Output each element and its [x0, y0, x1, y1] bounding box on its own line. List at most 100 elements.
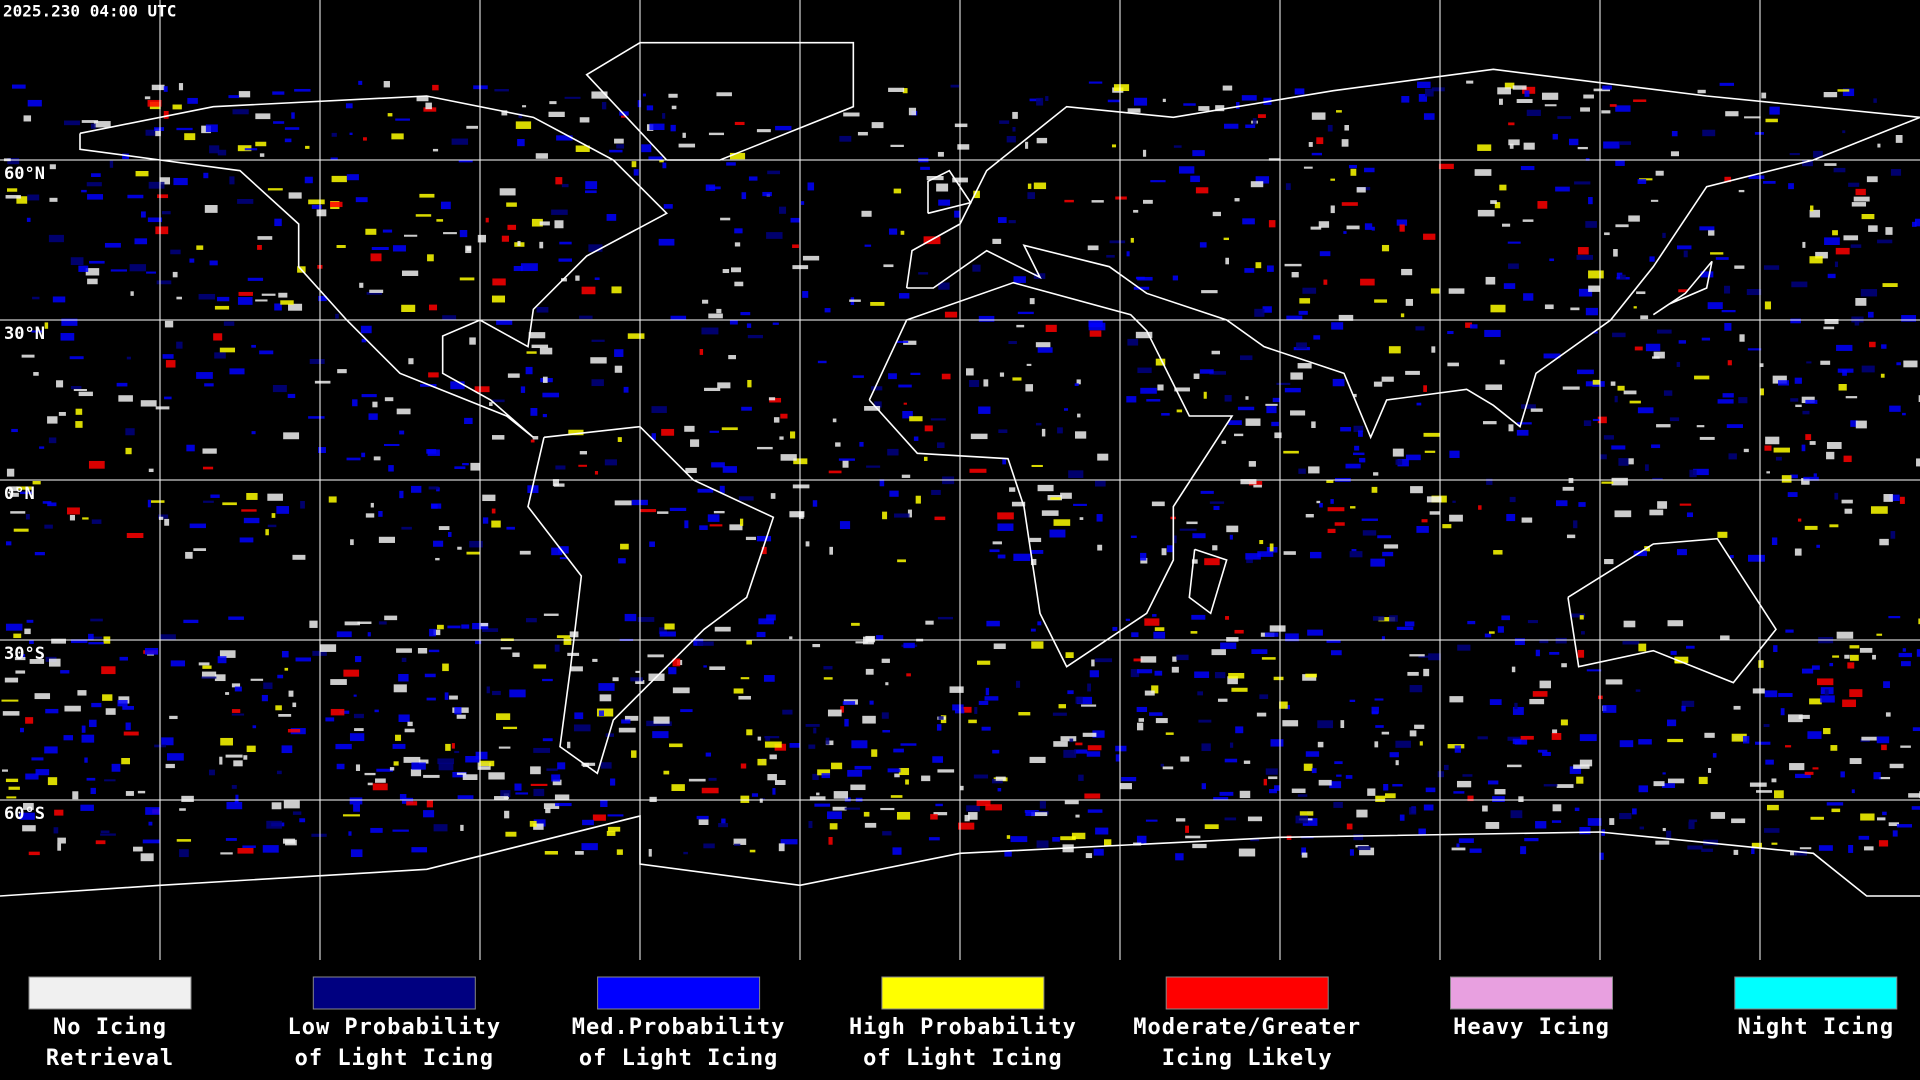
icing-pixel: [1362, 530, 1377, 536]
icing-pixel: [308, 199, 325, 205]
icing-pixel: [331, 175, 347, 183]
coastlines: [0, 41, 1920, 897]
icing-pixel: [47, 416, 58, 424]
icing-pixel: [1036, 137, 1048, 144]
icing-pixel: [1826, 442, 1842, 449]
icing-pixel: [539, 347, 553, 355]
icing-pixel: [86, 777, 96, 781]
icing-pixel: [88, 642, 104, 645]
icing-pixel: [1385, 793, 1396, 799]
icing-pixel: [1889, 763, 1904, 769]
icing-pixel: [5, 195, 21, 199]
icing-pixel: [1423, 804, 1434, 811]
icing-pixel: [882, 511, 888, 520]
icing-pixel: [1417, 81, 1431, 88]
icing-pixel: [69, 356, 84, 360]
icing-pixel: [1469, 848, 1482, 853]
icing-pixel: [1746, 289, 1762, 296]
icing-pixel: [1190, 631, 1198, 634]
icing-pixel: [1881, 744, 1887, 751]
icing-pixel: [1653, 351, 1665, 359]
icing-pixel: [515, 121, 532, 129]
icing-pixel: [1346, 823, 1353, 830]
icing-pixel: [1423, 668, 1430, 677]
icing-pixel: [1903, 360, 1918, 368]
icing-pixel: [1353, 425, 1364, 433]
icing-pixel: [1578, 502, 1586, 507]
icing-pixel: [851, 740, 868, 749]
icing-pixel: [1431, 87, 1445, 92]
icing-pixel: [88, 636, 103, 639]
icing-pixel: [1601, 481, 1614, 484]
icing-pixel: [568, 429, 584, 436]
icing-pixel: [1225, 616, 1230, 620]
icing-pixel: [1764, 828, 1780, 833]
icing-pixel: [1791, 281, 1808, 288]
icing-pixel: [985, 687, 990, 696]
icing-pixel: [1316, 137, 1324, 145]
icing-pixel: [330, 157, 338, 161]
icing-pixel: [978, 315, 995, 322]
icing-pixel: [1704, 732, 1715, 738]
icing-pixel: [1579, 826, 1591, 835]
labels: 60°N30°N0°N30°S60°S: [4, 164, 45, 824]
icing-pixel: [1006, 136, 1016, 143]
icing-pixel: [349, 797, 363, 805]
icing-pixel: [554, 220, 564, 229]
icing-pixel: [1882, 283, 1898, 288]
icing-pixel: [1075, 742, 1083, 746]
icing-pixel: [292, 702, 297, 708]
icing-pixel: [1401, 96, 1410, 103]
icing-pixel: [981, 726, 991, 731]
icing-pixel: [1381, 636, 1385, 641]
icing-pixel: [32, 296, 40, 300]
icing-pixel: [1008, 341, 1017, 345]
icing-pixel: [823, 666, 833, 670]
icing-pixel: [747, 334, 763, 339]
icing-pixel: [592, 658, 598, 662]
icing-pixel: [1650, 199, 1659, 202]
icing-pixel: [876, 635, 884, 641]
icing-pixel: [1487, 780, 1499, 785]
icing-pixel: [639, 509, 657, 513]
icing-pixel: [1724, 285, 1731, 294]
icing-pixel: [1900, 745, 1911, 748]
icing-pixel: [485, 217, 489, 223]
icing-pixel: [998, 429, 1008, 434]
icing-pixel: [1771, 537, 1778, 546]
icing-pixel: [1024, 810, 1039, 813]
icing-pixel: [1860, 289, 1878, 297]
icing-pixel: [1351, 549, 1357, 552]
icing-pixel: [680, 709, 693, 713]
icing-pixel: [176, 341, 183, 349]
icing-pixel: [1421, 519, 1428, 523]
icing-pixel: [635, 670, 640, 673]
icing-pixel: [1585, 307, 1598, 316]
icing-pixel: [176, 296, 182, 300]
icing-pixel: [1523, 293, 1534, 301]
icing-pixel: [255, 141, 267, 147]
icing-pixel: [1130, 237, 1134, 243]
icing-pixel: [1523, 142, 1535, 150]
icing-pixel: [1121, 776, 1137, 782]
icing-pixel: [949, 686, 964, 693]
icing-pixel: [1451, 847, 1466, 851]
icing-pixel: [984, 696, 999, 701]
icing-pixel: [339, 710, 350, 714]
icing-pixel: [179, 849, 189, 858]
icing-pixel: [614, 500, 632, 506]
icing-pixel: [1371, 711, 1378, 715]
icing-pixel: [368, 413, 378, 420]
icing-pixel: [1425, 88, 1434, 97]
legend-swatch: [1165, 976, 1329, 1010]
icing-pixel: [155, 128, 161, 137]
icing-pixel: [968, 812, 978, 820]
icing-pixel: [1140, 552, 1147, 561]
icing-pixel: [1467, 620, 1476, 625]
icing-pixel: [346, 174, 359, 181]
icing-pixel: [1516, 99, 1533, 104]
icing-pixel: [1526, 109, 1541, 117]
icing-pixel: [1053, 741, 1068, 747]
icing-pixel: [353, 804, 360, 812]
